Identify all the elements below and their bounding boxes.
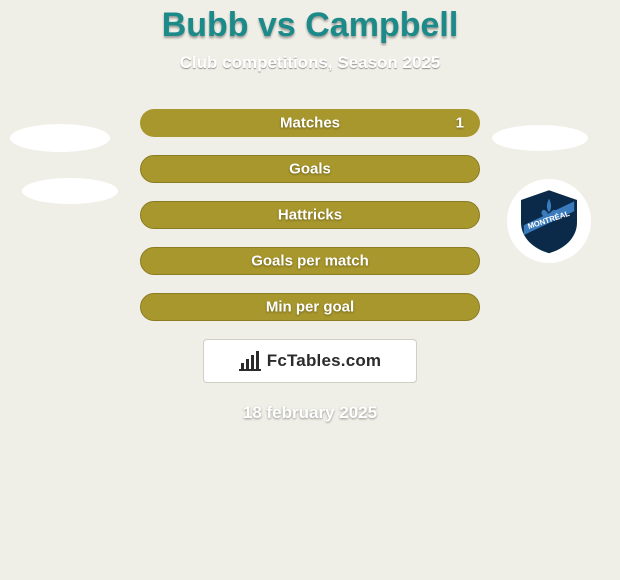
page-title: Bubb vs Campbell (0, 0, 620, 45)
logo-text: FcTables.com (267, 351, 382, 371)
stat-row-label: Min per goal (266, 299, 354, 316)
stat-row-label: Goals (289, 161, 331, 178)
stat-row-label: Hattricks (278, 207, 342, 224)
stat-row: Min per goal (140, 293, 480, 321)
fctables-logo: FcTables.com (203, 339, 417, 383)
stat-row: Goals per match (140, 247, 480, 275)
subtitle: Club competitions, Season 2025 (0, 53, 620, 73)
stat-row: Goals (140, 155, 480, 183)
stat-row-label: Matches (280, 115, 340, 132)
decorative-ellipse (492, 125, 588, 151)
decorative-ellipse (22, 178, 118, 204)
stat-row: Hattricks (140, 201, 480, 229)
stat-row: Matches 1 (140, 109, 480, 137)
date-label: 18 february 2025 (0, 403, 620, 423)
stat-row-label: Goals per match (251, 253, 369, 270)
badge-circle: MONTRÉAL (507, 179, 591, 263)
shield-icon: MONTRÉAL (514, 186, 584, 256)
bar-chart-icon (239, 351, 261, 371)
stat-row-value: 1 (456, 115, 464, 132)
decorative-ellipse (10, 124, 110, 152)
